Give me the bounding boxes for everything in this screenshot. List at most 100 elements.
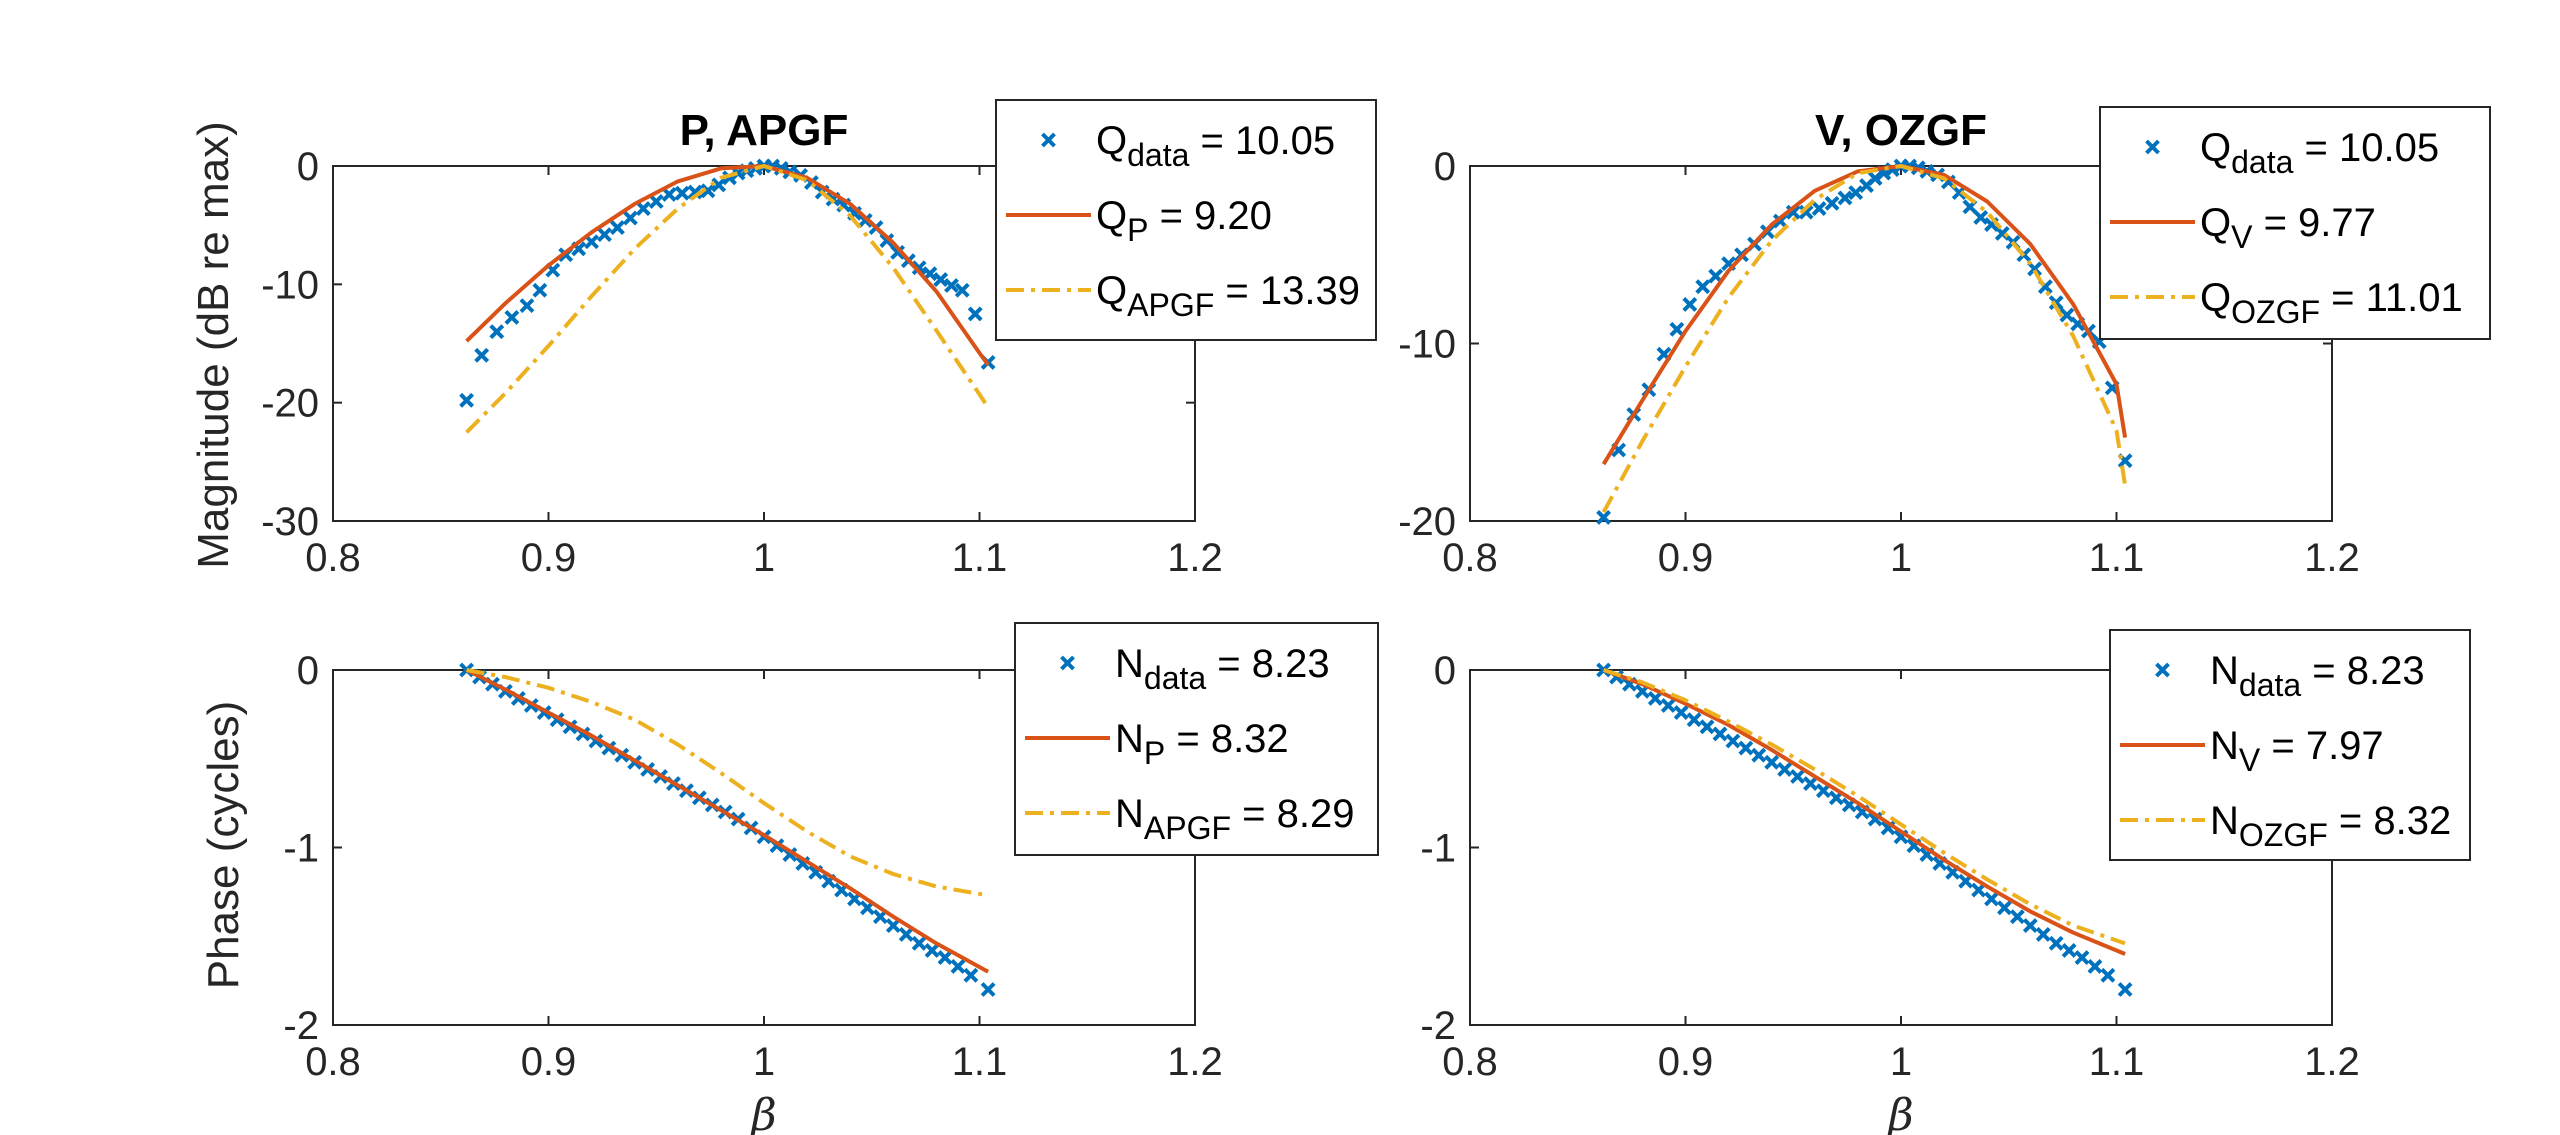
y-tick-label: -20 xyxy=(261,382,319,426)
data-point-stroke xyxy=(674,185,690,201)
data-point-stroke xyxy=(588,733,604,749)
data-point-stroke xyxy=(1798,204,1814,220)
data-point-stroke xyxy=(967,306,983,322)
data-point xyxy=(898,927,914,942)
legend-box xyxy=(1014,622,1379,856)
data-point-stroke xyxy=(1777,761,1793,777)
data-point-stroke xyxy=(1994,226,2010,241)
data-point-stroke xyxy=(459,392,475,408)
x-axis-label: β xyxy=(1886,1090,1913,1135)
data-point xyxy=(937,950,953,965)
data-point-stroke xyxy=(933,272,949,288)
legend-entry-label: Qdata = 10.05 xyxy=(1096,119,1335,173)
y-tick-label: -10 xyxy=(261,263,319,307)
data-point xyxy=(700,183,716,199)
x-tick-label: 0.9 xyxy=(1658,1040,1714,1084)
x-tick-label: 0.9 xyxy=(521,1040,577,1084)
y-tick-label: 0 xyxy=(1434,145,1456,189)
data-point-stroke xyxy=(1816,783,1831,799)
x-tick-label: 1.2 xyxy=(2304,1040,2360,1084)
data-point-stroke xyxy=(2100,967,2116,983)
data-point-stroke xyxy=(622,210,638,226)
data-point-stroke xyxy=(1695,279,1711,295)
data-point-stroke xyxy=(769,838,785,854)
data-point xyxy=(1848,185,1864,201)
y-tick-label: 0 xyxy=(1434,649,1456,693)
magnitude-ylabel: Magnitude (dB re max) xyxy=(189,121,238,569)
data-point xyxy=(474,347,490,363)
data-point-stroke xyxy=(1609,669,1624,685)
data-point xyxy=(1973,210,1989,225)
data-point-stroke xyxy=(1837,190,1853,206)
data-point xyxy=(1712,726,1728,742)
model-fit-line xyxy=(465,668,990,974)
model-fit-line xyxy=(1601,164,2128,466)
data-point-stroke xyxy=(937,950,953,965)
y-tick-label: -1 xyxy=(283,827,319,871)
x-tick-label: 1 xyxy=(1890,1040,1912,1084)
data-point-stroke xyxy=(648,194,664,209)
legend-entry-label: QAPGF = 13.39 xyxy=(1096,269,1360,323)
data-point-stroke xyxy=(1824,195,1840,211)
x-tick-label: 1 xyxy=(1890,536,1912,580)
data-point-stroke xyxy=(2037,279,2053,295)
data-point xyxy=(1971,882,1986,898)
x-tick-label: 1.1 xyxy=(2089,536,2145,580)
legend-data-marker xyxy=(1041,132,1056,148)
data-point-stroke xyxy=(2035,927,2051,942)
data-point xyxy=(944,278,959,293)
data-point xyxy=(2027,261,2043,277)
legend-data-marker xyxy=(1060,655,1075,671)
data-point-stroke xyxy=(911,935,927,951)
data-point xyxy=(1777,761,1793,777)
data-point-stroke xyxy=(601,740,617,756)
data-point-stroke xyxy=(1751,747,1767,763)
x-tick-label: 0.8 xyxy=(1442,536,1498,580)
data-point-stroke xyxy=(2048,935,2064,951)
data-point-stroke xyxy=(2027,261,2043,277)
data-point xyxy=(1803,776,1818,792)
data-point xyxy=(1785,204,1801,220)
filter-fit-line xyxy=(1601,164,2128,514)
legend: Qdata = 10.05 QP = 9.20 QAPGF = 13.39 xyxy=(995,99,1377,341)
x-tick-label: 0.9 xyxy=(521,536,577,580)
data-point xyxy=(519,298,535,314)
data-point xyxy=(1867,171,1883,186)
legend: Ndata = 8.23 NV = 7.97 NOZGF = 8.32 xyxy=(2109,629,2471,861)
panel-title: V, OZGF xyxy=(1815,106,1987,155)
data-point-stroke xyxy=(1682,297,1698,312)
data-point xyxy=(1824,195,1840,211)
data-point-stroke xyxy=(519,298,535,314)
data-point xyxy=(911,260,927,276)
data-point-stroke xyxy=(575,726,591,742)
data-point xyxy=(1596,510,1612,525)
data-point xyxy=(504,310,520,325)
filter-fit-line xyxy=(1602,668,2126,946)
y-tick-label: 0 xyxy=(297,649,319,693)
data-point-stroke xyxy=(924,943,940,958)
data-point-stroke xyxy=(1686,712,1702,728)
data-point-stroke xyxy=(545,262,561,278)
data-point-stroke xyxy=(549,712,565,728)
data-point-stroke xyxy=(474,347,490,363)
data-point-stroke xyxy=(944,278,959,293)
legend-entry-label: NOZGF = 8.32 xyxy=(2210,799,2451,853)
data-point xyxy=(489,324,505,340)
data-point xyxy=(1660,698,1676,713)
legend-entry-label: NAPGF = 8.29 xyxy=(1115,792,1354,846)
data-point xyxy=(1647,690,1663,706)
legend-entry-label: NP = 8.32 xyxy=(1115,717,1289,771)
data-point-stroke xyxy=(857,213,873,228)
data-point-stroke xyxy=(879,233,895,248)
x-tick-label: 1.2 xyxy=(1167,536,1223,580)
data-point-stroke xyxy=(2117,453,2133,469)
data-point xyxy=(1837,190,1853,206)
data-point xyxy=(2009,909,2025,925)
data-point-stroke xyxy=(584,234,600,250)
phase-ylabel: Phase (cycles) xyxy=(199,701,248,990)
data-point-stroke xyxy=(1660,698,1676,713)
data-point xyxy=(924,943,940,958)
data-point xyxy=(950,959,966,974)
model-fit-line xyxy=(1602,668,2126,956)
